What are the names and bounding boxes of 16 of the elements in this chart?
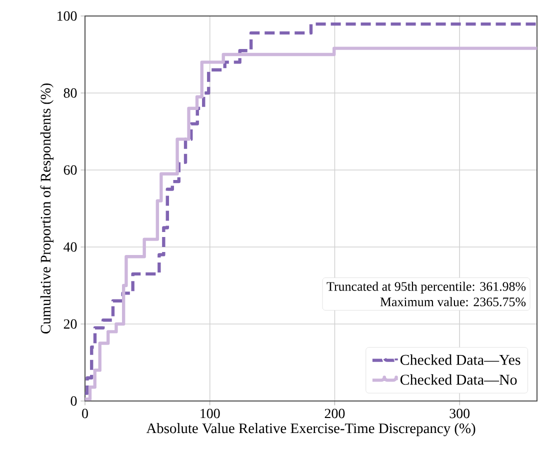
y-tick-label: 60 xyxy=(64,165,77,175)
y-tick-label: 100 xyxy=(58,11,77,21)
x-tick-label: 100 xyxy=(200,408,220,418)
annotation: Maximum value: 2365.75% xyxy=(380,297,526,306)
y-tick-label: 40 xyxy=(64,242,77,252)
y-tick-label: 80 xyxy=(64,88,77,98)
legend-label: Checked Data—Yes xyxy=(400,354,520,365)
y-axis-title: Cumulative Proportion of Respondents (%) xyxy=(40,84,54,334)
legend-label: Checked Data—No xyxy=(400,374,517,385)
x-tick-label: 0 xyxy=(82,408,88,418)
annotation: Truncated at 95th percentile: 361.98% xyxy=(326,282,526,294)
x-axis-title: Absolute Value Relative Exercise-Time Discrepancy (%) xyxy=(146,423,476,436)
x-tick-label: 300 xyxy=(450,408,470,418)
y-tick-label: 0 xyxy=(70,396,77,406)
y-tick-label: 20 xyxy=(64,319,77,329)
x-tick-label: 200 xyxy=(324,408,345,418)
